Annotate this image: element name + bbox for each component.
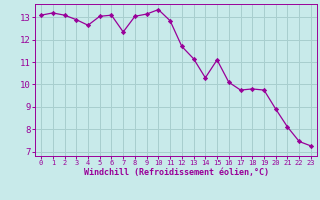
X-axis label: Windchill (Refroidissement éolien,°C): Windchill (Refroidissement éolien,°C) (84, 168, 268, 177)
